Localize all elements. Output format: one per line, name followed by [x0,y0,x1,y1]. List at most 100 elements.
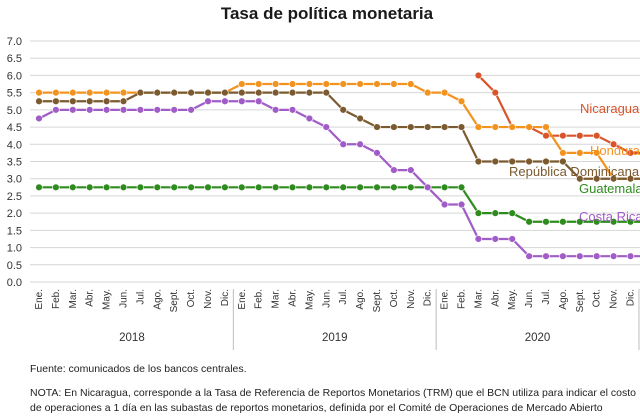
y-tick-label: 2.0 [7,208,22,220]
data-point [525,157,533,166]
data-point [238,183,246,192]
data-point [52,106,60,114]
data-point [187,106,195,114]
data-point [187,88,195,97]
chart-title: Tasa de política monetaria [221,4,434,23]
data-point [609,252,618,260]
data-point [288,106,297,114]
x-tick-label: Oct. [592,289,603,307]
data-point [69,183,77,192]
data-point [85,106,94,114]
data-point [609,140,618,148]
x-tick-label: Abr. [490,289,501,307]
data-point [559,157,567,166]
x-tick-label: Ene. [34,289,45,310]
y-tick-label: 6.0 [7,70,22,82]
series-labels: Nicaragua Honduras República Dominicana Gua… [509,101,640,224]
data-point [271,106,280,114]
data-point [440,200,449,209]
data-point [592,218,601,226]
data-point [153,106,162,114]
data-point [457,123,466,131]
data-point [339,106,347,114]
data-point [424,123,432,131]
data-point [457,183,466,192]
x-tick-label: Mar. [271,289,282,308]
data-point [407,80,415,88]
data-point [491,235,499,243]
series-label: Costa Rica [579,209,640,224]
x-tick-label: Dic. [626,289,637,306]
data-point [356,80,364,88]
data-point [457,200,466,209]
data-point [390,183,398,192]
data-point [390,166,398,174]
series-label: Nicaragua [580,101,640,116]
y-tick-label: 1.0 [7,243,22,255]
data-point [322,123,330,131]
data-point [373,149,381,157]
data-point [288,88,297,97]
data-point [576,149,584,157]
x-tick-label: Dic. [220,289,231,306]
data-point [271,80,280,88]
x-tick-label: May. [507,289,518,310]
data-point [35,114,43,123]
data-point [525,218,533,226]
data-point [238,97,246,105]
data-point [576,218,584,226]
x-tick-label: Jun. [119,289,130,308]
series-lines [35,71,640,260]
x-tick-label: Jul. [135,289,146,305]
data-point [559,218,567,226]
data-point [424,183,432,192]
data-point [204,183,212,192]
data-point [424,88,432,97]
series-label: Guatemala [579,181,640,196]
x-tick-label: Jun. [321,289,332,308]
year-label: 2018 [119,332,145,344]
year-label: 2019 [322,332,348,344]
data-point [508,209,516,217]
data-point [322,88,330,97]
data-point [255,88,263,97]
year-label: 2020 [525,332,551,344]
data-point [508,235,516,243]
x-tick-label: May. [102,289,113,310]
x-tick-label: Ene. [237,289,248,310]
data-point [457,97,466,105]
data-point [576,252,584,260]
data-point [85,88,94,97]
x-tick-label: May. [304,289,315,310]
data-point [322,183,330,192]
line-chart: Tasa de política monetaria 0.0 0.5 1.0 1.5 2… [7,4,640,350]
data-point [491,123,499,131]
data-point [305,114,314,123]
data-point [525,123,533,131]
data-point [339,140,347,148]
data-point [491,88,499,97]
data-point [102,97,111,105]
data-point [592,252,601,260]
data-point [373,183,381,192]
data-point [592,175,601,183]
x-tick-label: Dic. [423,289,434,306]
x-tick-label: Abr. [85,289,96,307]
x-tick-label: Feb. [254,289,265,309]
data-point [390,80,398,88]
data-point [474,71,483,80]
data-point [525,252,533,260]
data-point [170,183,178,192]
data-point [390,123,398,131]
data-point [255,183,263,192]
data-point [542,131,550,140]
data-point [626,149,635,157]
data-point [407,166,415,174]
y-tick-label: 3.0 [7,174,22,186]
x-tick-label: Nov. [609,289,620,309]
data-point [238,80,246,88]
data-point [305,88,314,97]
data-point [440,88,449,97]
x-tick-label: Sept. [575,289,586,312]
data-point [102,88,111,97]
